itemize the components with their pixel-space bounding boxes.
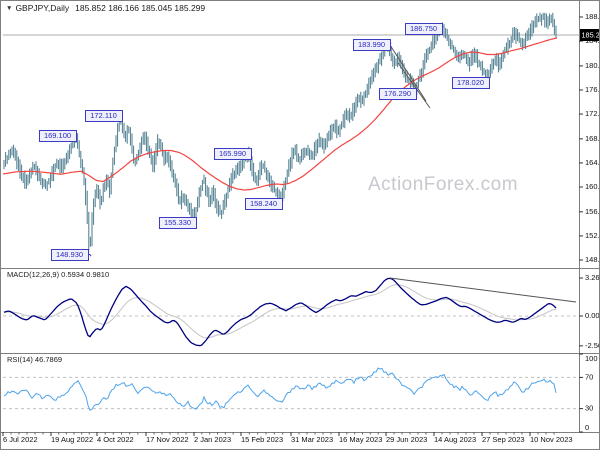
x-axis-label: 27 Sep 2023 — [482, 435, 525, 444]
chart-title-bar: ▼ GBPJPY,Daily 185.852 186.166 185.045 185… — [6, 3, 205, 13]
annotation-label[interactable]: 155.330 — [159, 217, 197, 229]
y-axis-label: 30 — [585, 404, 593, 413]
x-axis: 6 Jul 2022 19 Aug 2022 4 Oct 2022 17 Nov 20… — [2, 432, 573, 444]
y-axis-label: 188.260 — [585, 12, 600, 21]
y-axis-label: 148.300 — [585, 255, 600, 264]
y-axis-label: 3.2693 — [585, 273, 600, 282]
x-axis-label: 29 Jun 2023 — [386, 435, 427, 444]
x-axis-label: 19 Aug 2022 — [51, 435, 93, 444]
svg-text:178.020: 178.020 — [457, 78, 484, 87]
svg-text:148.930: 148.930 — [56, 250, 83, 259]
svg-text:186.750: 186.750 — [410, 24, 437, 33]
y-axis-label: 180.220 — [585, 61, 600, 70]
y-axis-label: 70 — [585, 372, 593, 381]
rsi-indicator-label: RSI(14) 46.7869 — [7, 355, 63, 364]
annotation-label[interactable]: 183.990 — [353, 39, 392, 51]
y-axis-label: 168.220 — [585, 134, 600, 143]
price-trendlines[interactable] — [389, 44, 431, 109]
ma-line — [2, 37, 558, 191]
y-axis-label: 172.300 — [585, 109, 600, 118]
svg-text:176.290: 176.290 — [384, 89, 411, 98]
x-axis-label: 10 Nov 2023 — [530, 435, 573, 444]
x-axis-label: 4 Oct 2022 — [97, 435, 134, 444]
trendline[interactable] — [397, 62, 431, 109]
svg-text:183.990: 183.990 — [358, 40, 385, 49]
svg-text:172.110: 172.110 — [90, 111, 117, 120]
y-axis-label: -2.5689 — [585, 341, 600, 350]
x-axis-label: 2 Jan 2023 — [194, 435, 231, 444]
macd-trendline[interactable] — [389, 277, 577, 303]
price-annotations: 169.100 172.110 148.930 155.330 165.990 158.2… — [39, 23, 490, 261]
price-bars — [3, 12, 557, 251]
annotation-label[interactable]: 176.290 — [379, 88, 418, 100]
y-axis-label: 0.00 — [585, 311, 600, 320]
y-axis-label: 160.300 — [585, 182, 600, 191]
panel-frame — [1, 1, 599, 433]
svg-text:155.330: 155.330 — [164, 218, 191, 227]
annotation-label[interactable]: 178.020 — [452, 77, 490, 89]
annotation-label[interactable]: 169.100 — [39, 130, 78, 142]
y-axis-label: 0 — [585, 423, 589, 432]
svg-text:165.990: 165.990 — [219, 149, 246, 158]
x-axis-label: 17 Nov 2022 — [146, 435, 189, 444]
macd-line — [3, 277, 557, 347]
annotation-label[interactable]: 165.990 — [214, 148, 253, 160]
collapse-icon[interactable]: ▼ — [6, 5, 13, 12]
x-axis-label: 6 Jul 2022 — [3, 435, 38, 444]
ohlc-values: 185.852 186.166 185.045 185.299 — [75, 3, 206, 13]
y-axis-label: 176.260 — [585, 85, 600, 94]
y-axis-label: 100 — [585, 354, 598, 363]
price-y-axis: 188.260184.300180.220176.260172.300168.2… — [579, 12, 600, 264]
macd-signal-line — [4, 284, 557, 339]
x-axis-label: 15 Feb 2023 — [241, 435, 283, 444]
x-axis-label: 31 Mar 2023 — [291, 435, 333, 444]
svg-text:169.100: 169.100 — [44, 131, 71, 140]
annotation-label[interactable]: 158.240 — [245, 198, 284, 210]
rsi-line — [3, 367, 557, 411]
y-axis-label: 152.260 — [585, 231, 600, 240]
y-axis-label: 164.260 — [585, 158, 600, 167]
rsi-y-axis: 100 70 30 0 — [579, 353, 598, 433]
annotation-label[interactable]: 148.930 — [51, 249, 92, 261]
svg-text:158.240: 158.240 — [250, 199, 277, 208]
x-axis-label: 14 Aug 2023 — [434, 435, 476, 444]
annotation-label[interactable]: 172.110 — [85, 110, 123, 122]
y-axis-label: 156.220 — [585, 207, 600, 216]
symbol-timeframe: GBPJPY,Daily — [15, 3, 70, 13]
x-axis-label: 16 May 2023 — [339, 435, 382, 444]
trendline[interactable] — [389, 44, 427, 102]
macd-indicator-label: MACD(12,26,9) 0.5934 0.9810 — [7, 270, 110, 279]
macd-y-axis: 3.2693 0.00 -2.5689 — [579, 273, 600, 350]
svg-text:185.299: 185.299 — [582, 30, 600, 39]
current-price-tag: 185.299 — [580, 29, 600, 42]
annotation-label[interactable]: 186.750 — [405, 23, 444, 35]
